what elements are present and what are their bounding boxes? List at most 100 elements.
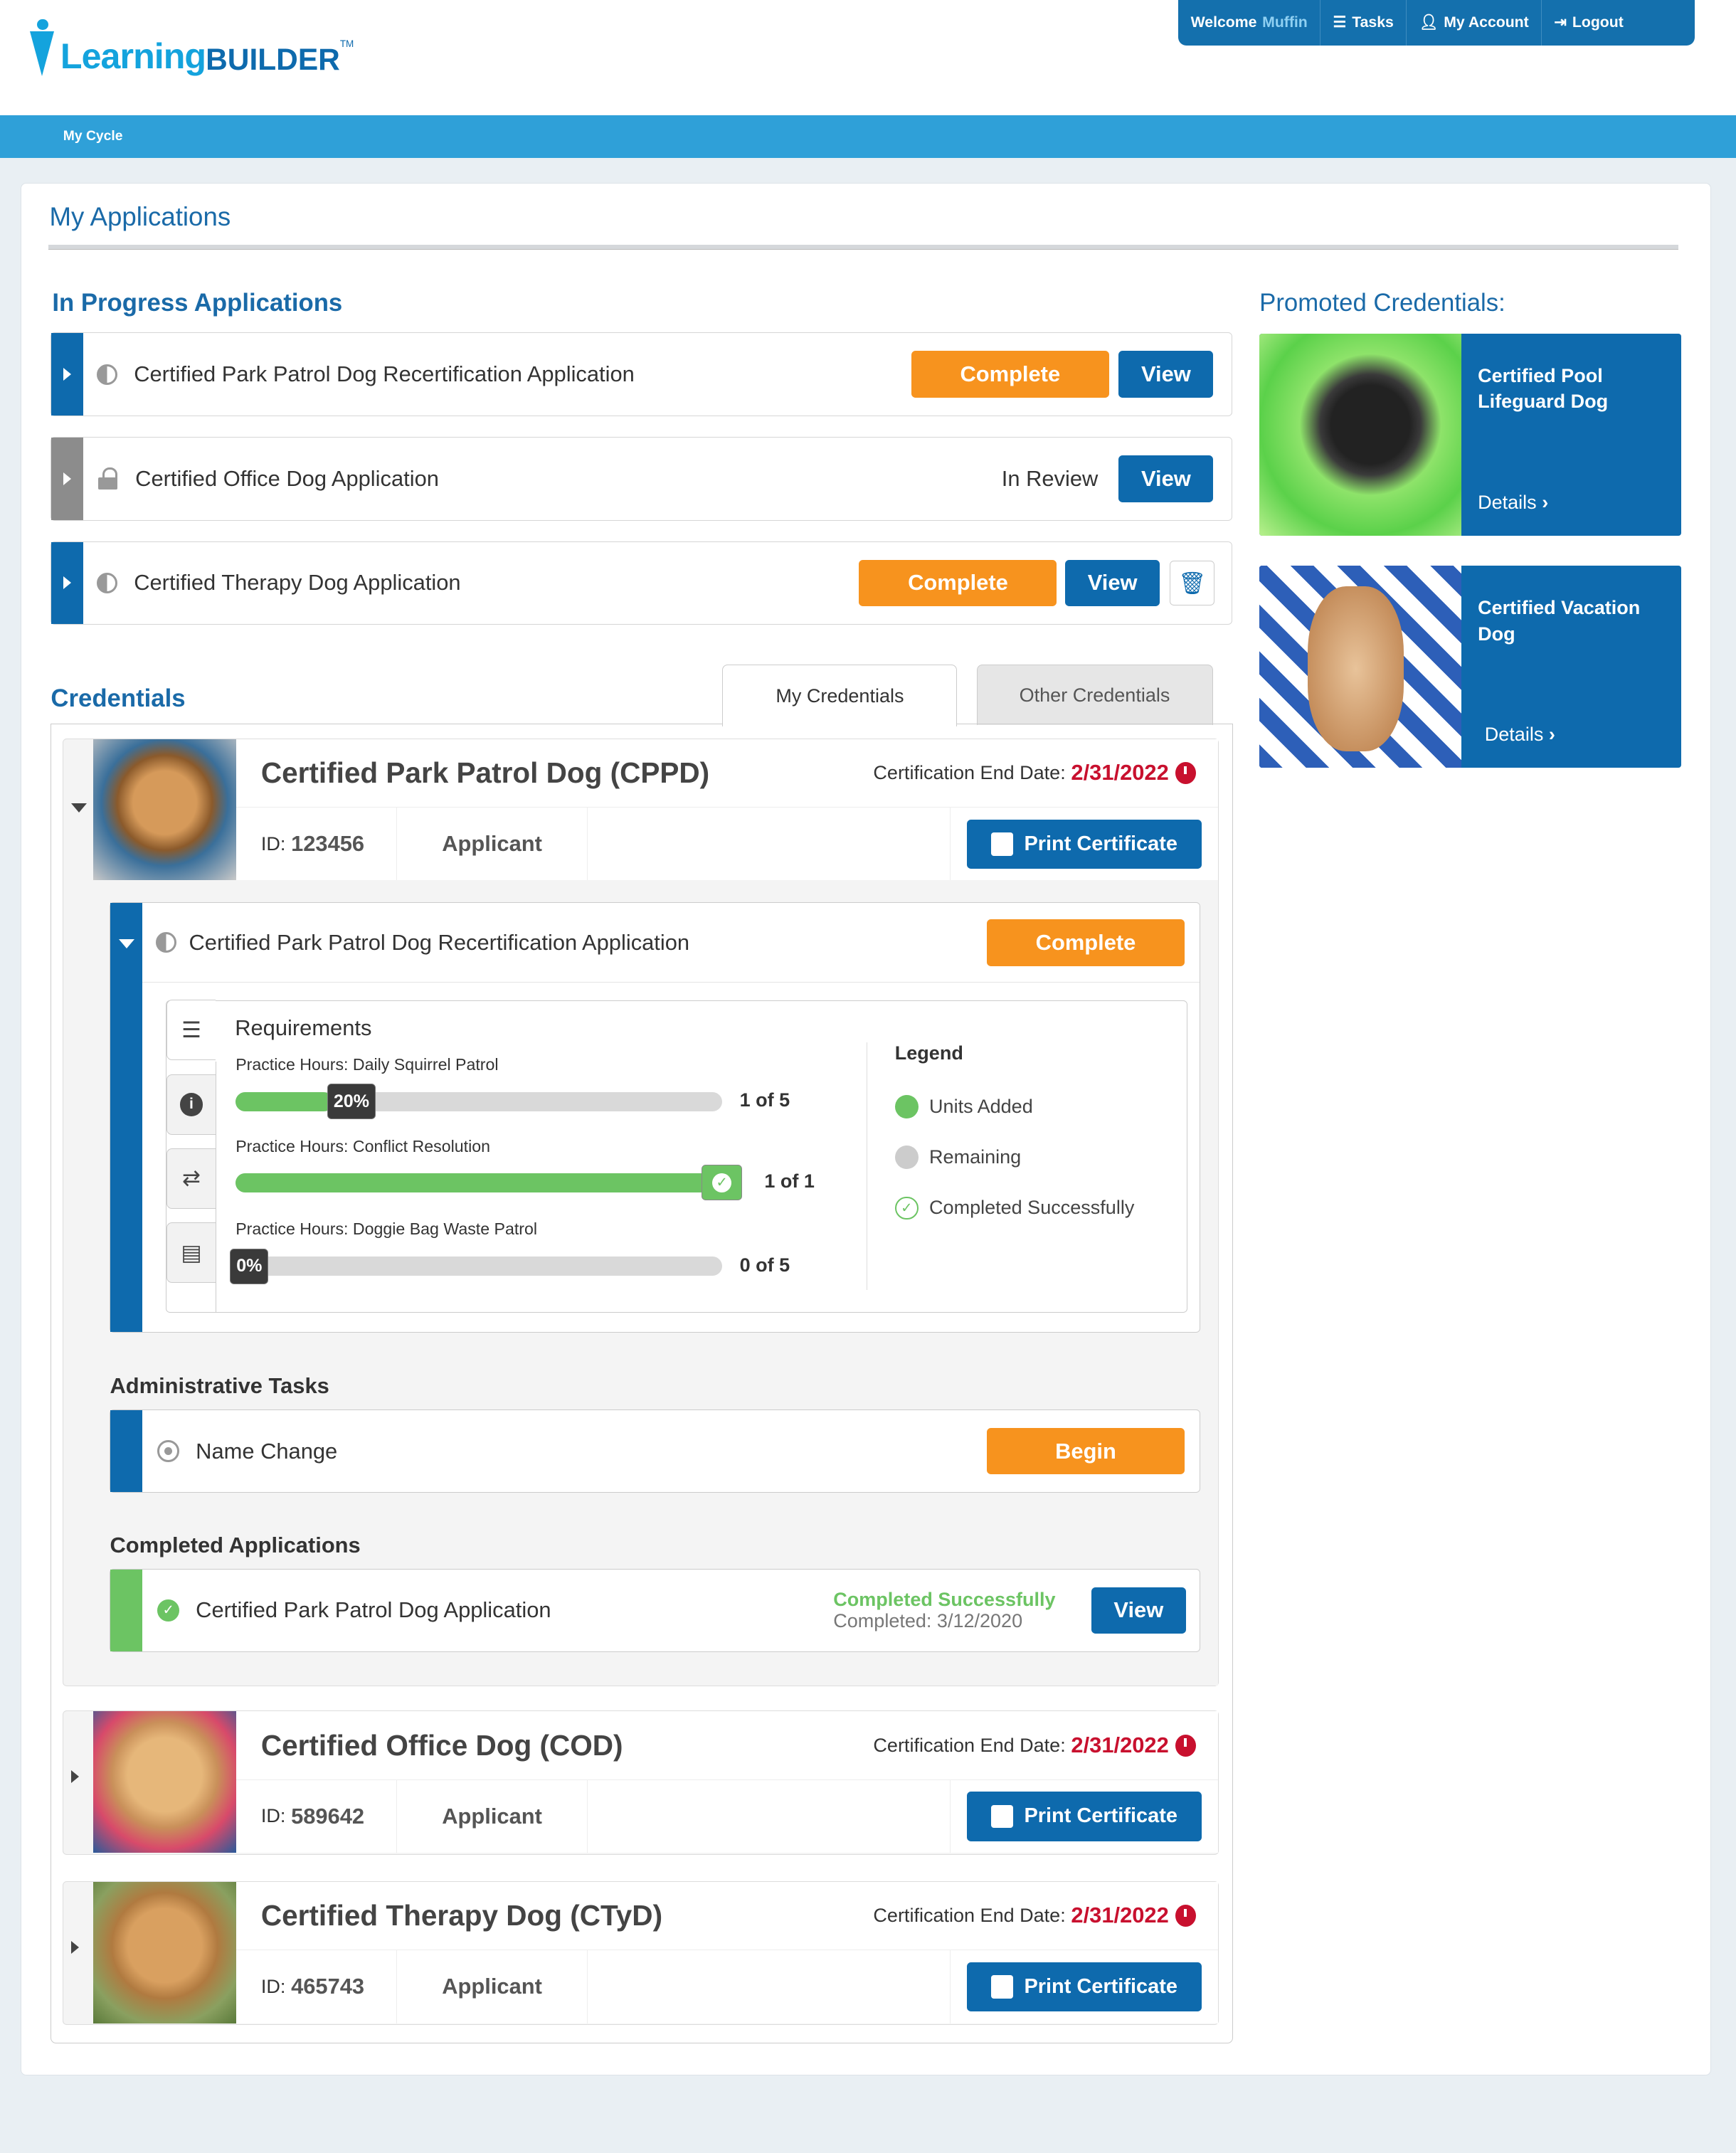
caret-right-icon [63,576,71,590]
my-account-link[interactable]: 👤︎ My Account [1407,0,1542,46]
logo-tm: TM [339,38,354,50]
application-row: Certified Therapy Dog Application Comple… [51,541,1232,625]
half-circle-icon [156,932,177,953]
details-link[interactable]: Details › [1478,492,1549,514]
requirement-count: 0 of 5 [739,1254,790,1276]
expand-toggle[interactable] [51,437,83,520]
caret-down-icon[interactable] [71,803,88,813]
view-button[interactable]: View [1118,455,1214,502]
status-bar [110,1569,142,1652]
id-card-icon[interactable]: ▤ [166,1222,216,1284]
caret-right-icon[interactable] [71,1940,79,1954]
complete-button[interactable]: Complete [987,919,1185,966]
task-title: Name Change [196,1438,338,1464]
sliders-icon[interactable]: ☰ [166,1000,216,1061]
application-row: Certified Office Dog Application In Revi… [51,436,1232,521]
lock-icon [98,467,118,490]
caret-right-icon[interactable] [71,1770,79,1784]
credential-role: Applicant [397,1779,588,1853]
check-circle-icon: ✓ [157,1599,179,1622]
requirement-count: 1 of 5 [739,1089,790,1111]
complete-button[interactable]: Complete [859,559,1057,607]
credential-photo [93,1711,237,1853]
application-row: Certified Park Patrol Dog Recertificatio… [51,332,1232,416]
end-date: 2/31/2022 [1071,1903,1169,1928]
credential-photo [93,1881,237,2024]
progress-bar: 20% [235,1084,722,1120]
logout-icon: ⇥ [1554,14,1567,31]
certificate-icon [991,832,1014,856]
credential-title: Certified Park Patrol Dog (CPPD) [260,756,710,789]
legend-units-added: Units Added [929,1095,1033,1117]
progress-percent: 0% [230,1248,269,1285]
promoted-photo [1259,334,1461,536]
page-title: My Applications [49,201,231,231]
credential-info: ID: 123456 Applicant Print Certificate [236,808,1219,881]
legend-completed: Completed Successfully [929,1197,1135,1219]
credential-role: Applicant [397,1950,588,2024]
complete-button[interactable]: Complete [911,351,1109,398]
end-date: 2/31/2022 [1071,760,1169,785]
header: Learning Builder TM Welcome Muffin ☰ Tasks… [0,0,1736,116]
view-button[interactable]: View [1091,1587,1186,1634]
half-circle-icon [97,572,118,593]
promoted-card[interactable]: Certified Pool Lifeguard Dog Details › [1259,334,1681,536]
requirement-label: Practice Hours: Doggie Bag Waste Patrol [235,1220,538,1239]
divider [48,244,1678,250]
promoted-card-title: Certified Vacation Dog [1478,596,1641,645]
admin-tasks-title: Administrative Tasks [110,1373,329,1399]
begin-button[interactable]: Begin [987,1427,1185,1475]
nav-bar: My Cycle [0,115,1736,158]
print-certificate-button[interactable]: Print Certificate [967,1792,1202,1841]
requirements-panel: ☰ i ⇄ ▤ Requirements Practice Hours: Dai… [165,1000,1187,1313]
tab-my-credentials[interactable]: My Credentials [722,665,958,727]
credential-role: Applicant [397,808,588,881]
requirements-list: Practice Hours: Daily Squirrel Patrol 20… [216,1055,868,1312]
refresh-icon[interactable]: ⇄ [166,1148,216,1209]
tab-other-credentials[interactable]: Other Credentials [976,665,1213,726]
credential-photo [93,739,237,881]
logo[interactable]: Learning Builder TM [30,19,354,77]
application-title: Certified Park Patrol Dog Recertificatio… [189,929,690,955]
task-bar [110,1409,142,1493]
credentials-panel: Certified Park Patrol Dog (CPPD) Certifi… [51,724,1234,2044]
collapse-toggle[interactable] [110,903,142,1332]
promoted-photo [1259,566,1461,768]
check-icon: ✓ [701,1165,743,1201]
expand-toggle[interactable] [51,333,83,416]
gray-dot-icon [894,1146,919,1169]
print-certificate-button[interactable]: Print Certificate [967,819,1202,869]
application-title: Certified Therapy Dog Application [134,570,461,596]
caret-right-icon [63,472,71,485]
info-icon[interactable]: i [166,1074,216,1135]
requirements-title: Requirements [235,1015,372,1040]
credential-header: Certified Park Patrol Dog (CPPD) Certifi… [236,739,1219,808]
promoted-card[interactable]: Certified Vacation Dog Details › [1259,566,1681,768]
view-button[interactable]: View [1118,351,1214,398]
print-certificate-button[interactable]: Print Certificate [967,1962,1202,2012]
stopwatch-icon [1175,1734,1197,1757]
credential-title: Certified Office Dog (COD) [260,1728,623,1762]
view-button[interactable]: View [1065,559,1160,607]
expand-toggle[interactable] [51,541,83,625]
tasks-link[interactable]: ☰ Tasks [1320,0,1407,46]
logo-person-icon [30,19,55,77]
completed-app-row: ✓ Certified Park Patrol Dog Application … [110,1568,1201,1653]
stopwatch-icon [1175,1905,1197,1927]
credential-card: Certified Office Dog (COD) Certification… [62,1710,1219,1856]
credential-title: Certified Therapy Dog (CTyD) [260,1898,663,1932]
nav-my-cycle[interactable]: My Cycle [63,129,123,144]
end-date-label: Certification End Date: [873,1904,1066,1926]
progress-bar: ✓ [235,1165,743,1201]
caret-right-icon [63,368,71,381]
details-link[interactable]: Details › [1484,724,1555,746]
requirement-label: Practice Hours: Daily Squirrel Patrol [235,1054,499,1074]
legend: Legend Units Added Remaining ✓ Completed … [867,1042,1185,1290]
progress-percent: 20% [327,1084,376,1120]
promoted-card-title: Certified Pool Lifeguard Dog [1478,364,1609,413]
logout-link[interactable]: ⇥ Logout [1554,14,1624,31]
trash-icon[interactable]: 🗑︎ [1169,560,1215,606]
check-circle-icon: ✓ [894,1196,919,1220]
chevron-right-icon: › [1548,724,1555,746]
admin-task-row: Name Change Begin [110,1409,1201,1493]
